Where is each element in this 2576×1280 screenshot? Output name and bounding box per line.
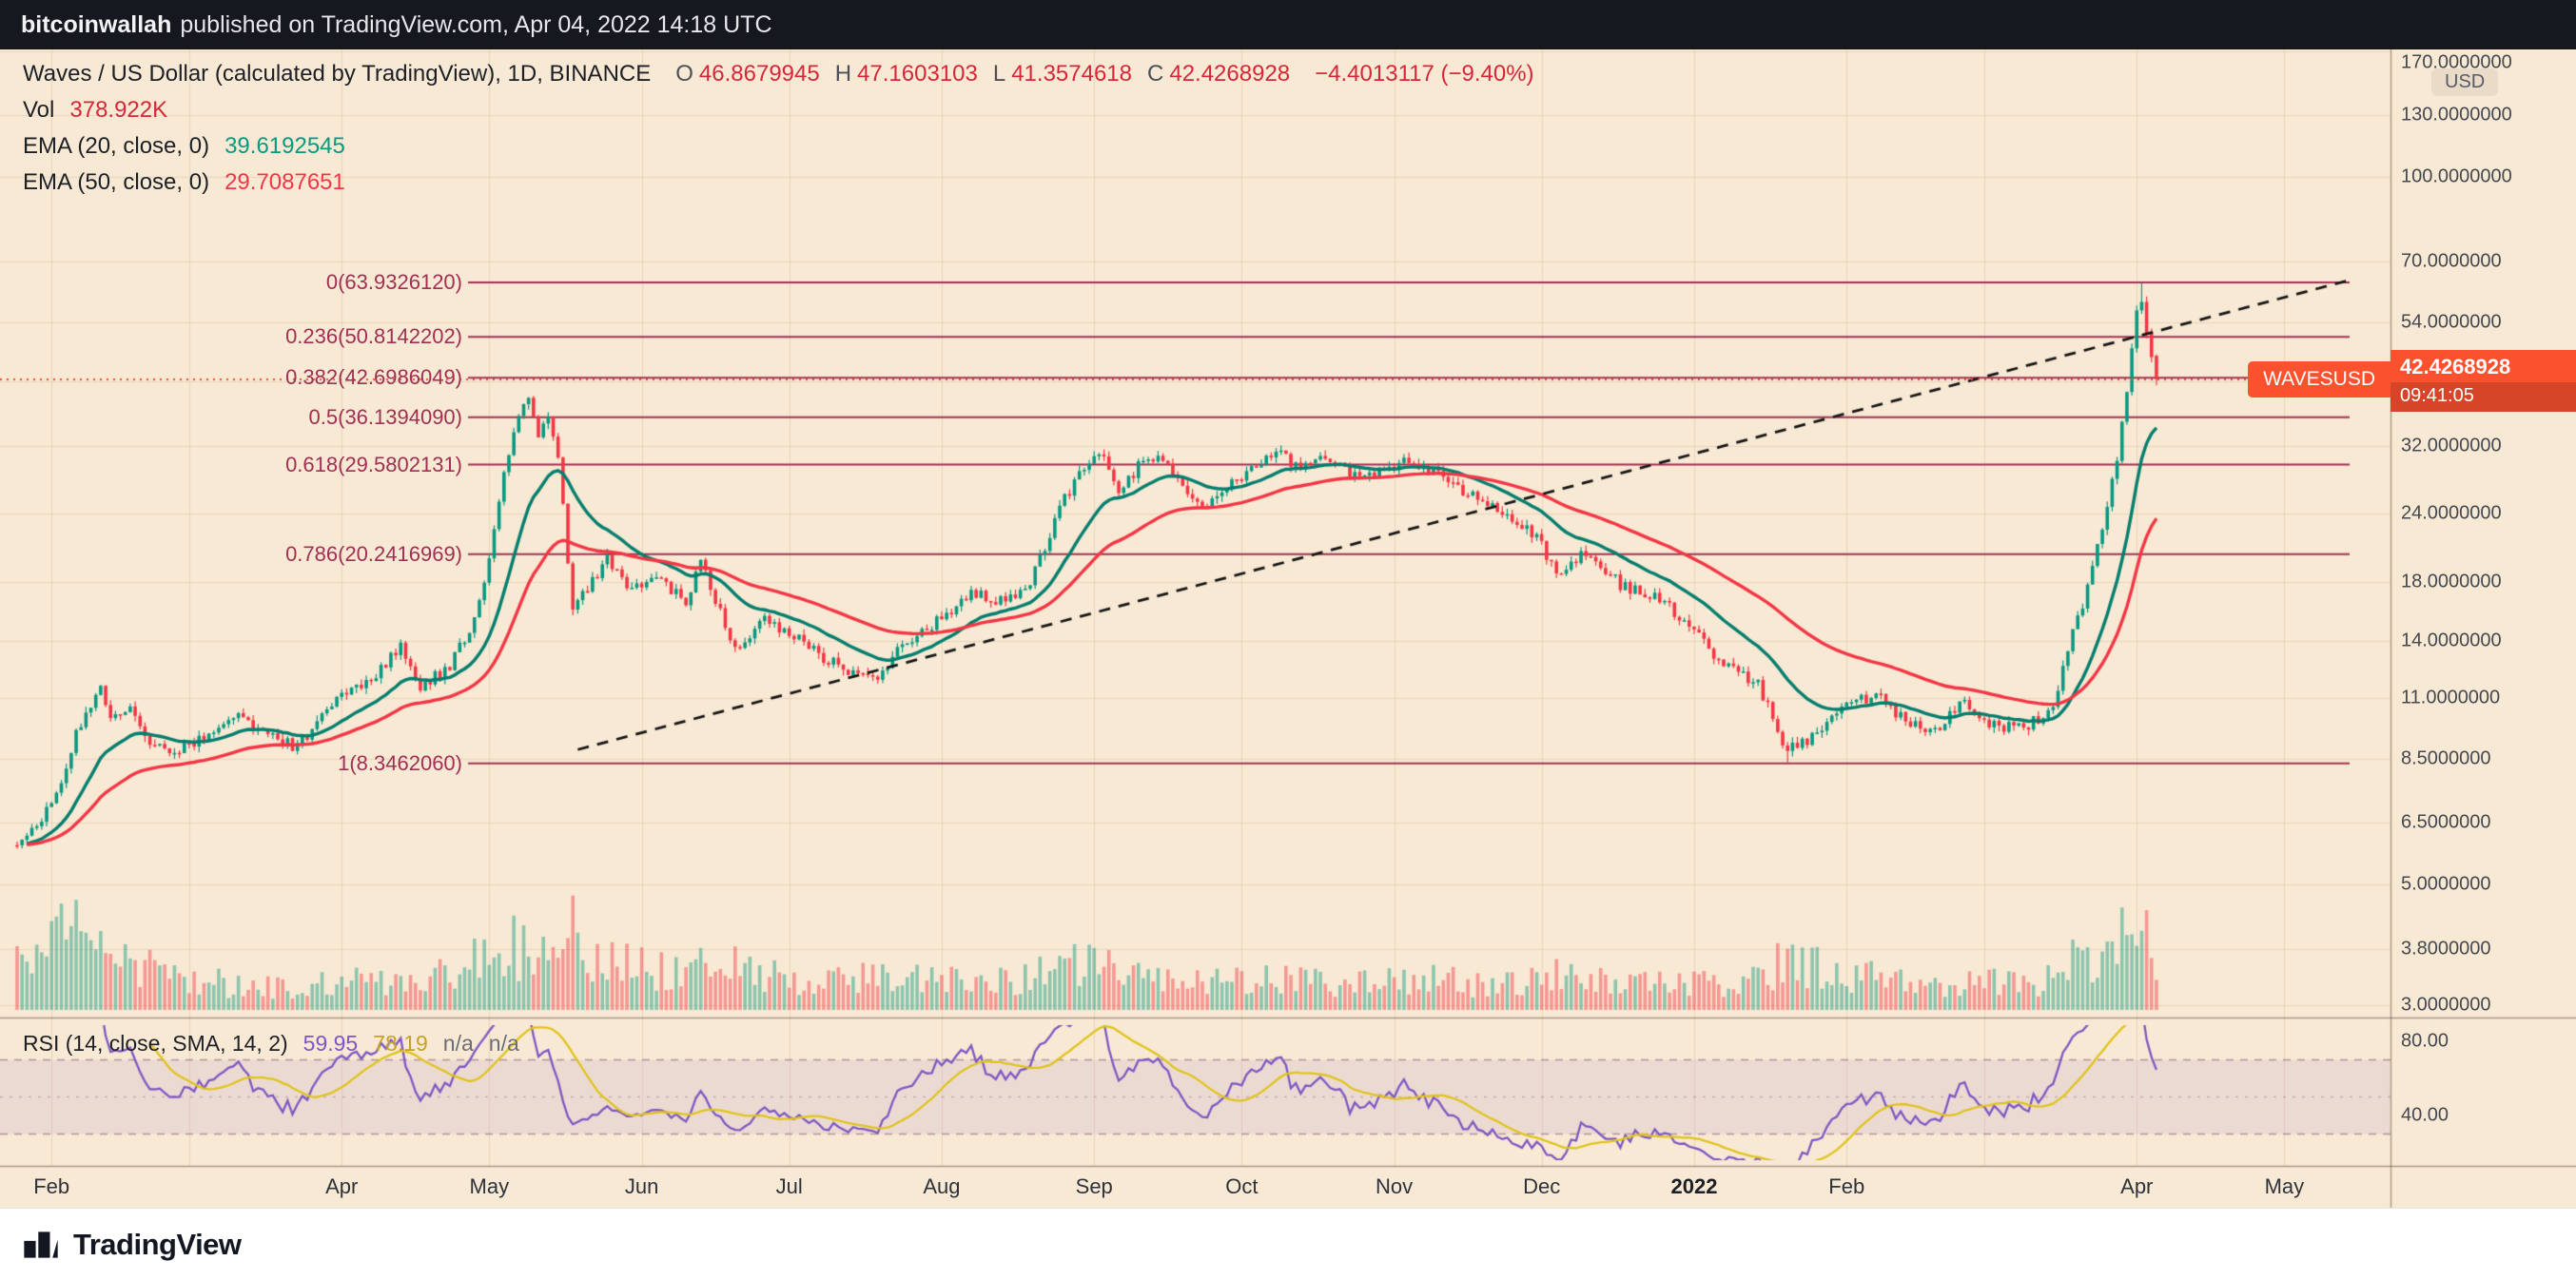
- last-price-value: 42.4268928: [2400, 354, 2511, 378]
- time-axis-label: May: [2264, 1174, 2305, 1198]
- tradingview-wordmark[interactable]: TradingView: [73, 1227, 242, 1261]
- attribution-bar: bitcoinwallah published on TradingView.c…: [0, 0, 2576, 49]
- attribution-text: published on TradingView.com, Apr 04, 20…: [180, 10, 772, 38]
- chart-legend: Waves / US Dollar (calculated by Trading…: [23, 61, 1534, 205]
- change-value: −4.4013117 (−9.40%): [1315, 61, 1534, 87]
- rsi-band-upper-value: n/a: [442, 1031, 474, 1056]
- ohlc-value: 41.3574618: [1011, 61, 1132, 87]
- ema20-legend-row: EMA (20, close, 0) 39.6192545: [23, 133, 1534, 160]
- time-axis-label: Apr: [2120, 1174, 2154, 1198]
- currency-unit-chip: USD: [2431, 68, 2499, 96]
- rsi-legend: RSI (14, close, SMA, 14, 2) 59.95 78.19 …: [23, 1031, 519, 1057]
- time-axis-label: Feb: [1828, 1174, 1865, 1198]
- time-axis-label: Sep: [1075, 1174, 1113, 1198]
- time-axis-label: Jul: [775, 1174, 803, 1198]
- rsi-value: 59.95: [302, 1031, 359, 1056]
- rsi-band-lower-value: n/a: [488, 1031, 519, 1056]
- time-axis-label: Dec: [1523, 1174, 1561, 1198]
- rsi-label[interactable]: RSI (14, close, SMA, 14, 2): [23, 1031, 288, 1056]
- ema50-legend-row: EMA (50, close, 0) 29.7087651: [23, 169, 1534, 196]
- symbol-price-tag: WAVESUSD: [2248, 360, 2391, 398]
- time-axis-label: 2022: [1670, 1174, 1718, 1198]
- symbol-price-tag-text: WAVESUSD: [2263, 367, 2375, 390]
- ohlc-key: H: [834, 61, 852, 87]
- ema20-label[interactable]: EMA (20, close, 0): [23, 133, 210, 159]
- time-axis[interactable]: Feb Apr May Jun Jul Aug Sep Oct Nov Dec 2022 Feb Apr…: [0, 1166, 2391, 1208]
- ema50-label[interactable]: EMA (50, close, 0): [23, 169, 210, 195]
- last-price-badge: 42.4268928 09:41:05: [2391, 349, 2576, 412]
- time-axis-label: May: [469, 1174, 510, 1198]
- time-axis-label: Nov: [1376, 1174, 1414, 1198]
- ohlc-key: O: [675, 61, 693, 87]
- ohlc-key: L: [992, 61, 1006, 87]
- time-axis-label: Oct: [1225, 1174, 1259, 1198]
- ohlc-value: 47.1603103: [857, 61, 978, 87]
- footer-bar: TradingView: [0, 1208, 2576, 1280]
- ohlc-value: 46.8679945: [698, 61, 820, 87]
- ema20-value: 39.6192545: [224, 133, 345, 159]
- symbol-legend-row: Waves / US Dollar (calculated by Trading…: [23, 61, 1534, 87]
- time-axis-label: Apr: [325, 1174, 359, 1198]
- time-axis-label: Jun: [624, 1174, 659, 1198]
- tradingview-logo[interactable]: [23, 1229, 59, 1261]
- time-axis-label: Feb: [33, 1174, 70, 1198]
- candle-countdown: 09:41:05: [2391, 381, 2576, 412]
- volume-legend-row: Vol 378.922K: [23, 97, 1534, 124]
- ohlc-value: 42.4268928: [1169, 61, 1291, 87]
- ema50-value: 29.7087651: [224, 169, 345, 195]
- volume-value: 378.922K: [69, 97, 168, 123]
- ohlc-key: C: [1147, 61, 1164, 87]
- time-axis-label: Aug: [923, 1174, 961, 1198]
- symbol-title[interactable]: Waves / US Dollar (calculated by Trading…: [23, 61, 652, 87]
- volume-label[interactable]: Vol: [23, 97, 55, 123]
- attribution-author: bitcoinwallah: [21, 10, 172, 38]
- ohlc-values: O 46.8679945 H 47.1603103 L 41.3574618 C 42.426…: [666, 61, 1290, 87]
- price-axis[interactable]: [2391, 49, 2576, 1208]
- rsi-ma-value: 78.19: [373, 1031, 428, 1056]
